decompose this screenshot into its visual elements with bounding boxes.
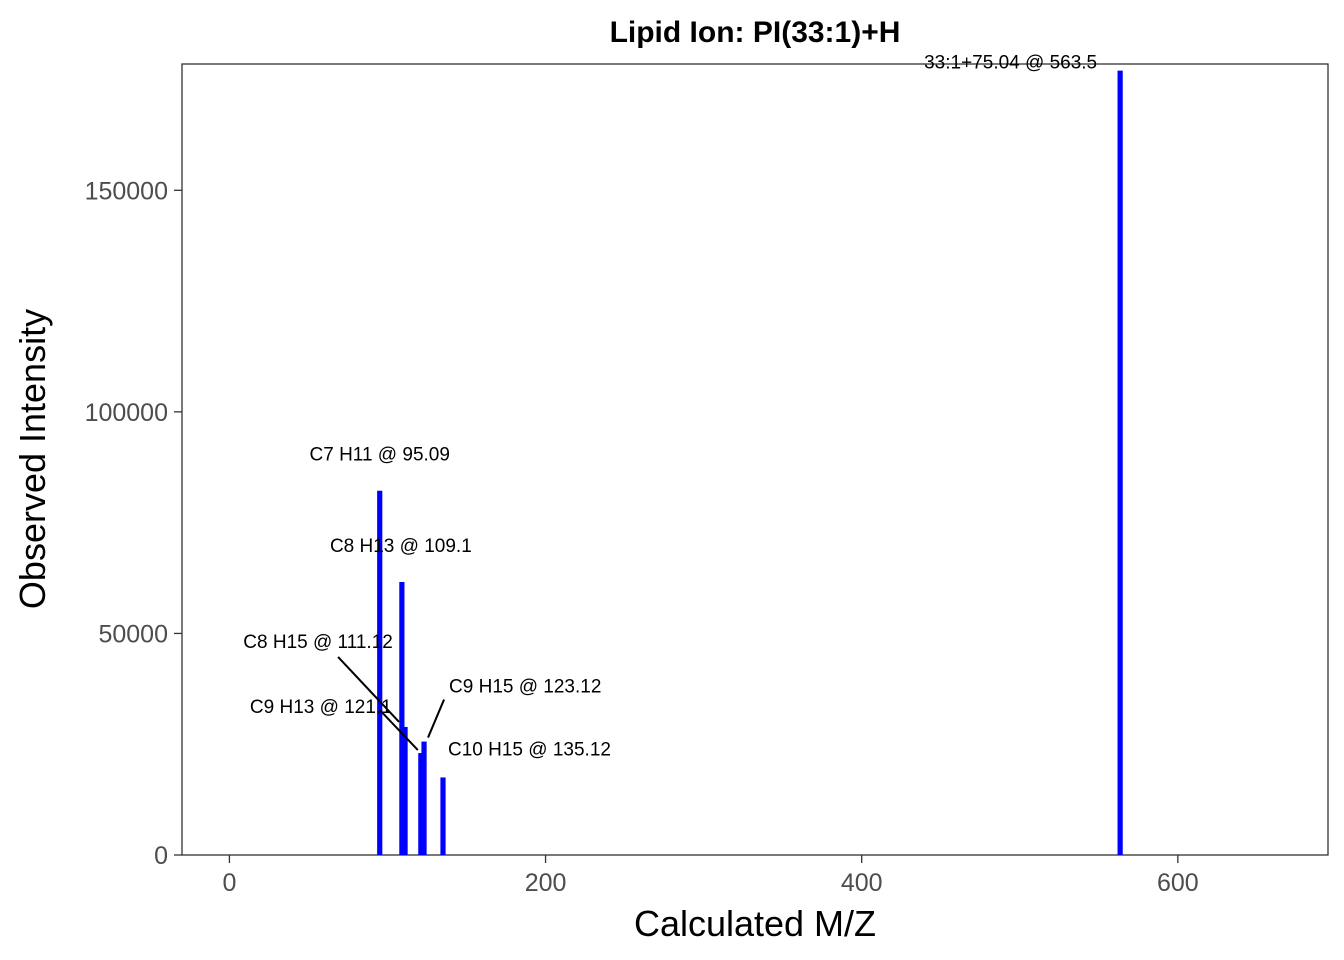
bar-3 [418,753,424,855]
y-axis: 0 50000 100000 150000 [85,177,182,870]
peak-label-4: C9 H15 @ 123.12 [449,677,601,698]
bar-5 [440,777,446,855]
bar-1 [399,582,405,855]
y-tick-label-2: 100000 [85,399,168,427]
leader-line-4 [427,699,445,738]
peak-label-2: C8 H15 @ 111.12 [243,632,393,653]
x-tick-label-2: 400 [841,869,883,897]
peak-label-0: C7 H11 @ 95.09 [310,445,450,466]
label-leader-lines [337,656,445,751]
peak-label-1: C8 H13 @ 109.1 [330,536,472,557]
leader-line-2 [337,656,400,723]
chart-title: Lipid Ion: PI(33:1)+H [610,16,901,49]
y-tick-label-1: 50000 [98,620,168,648]
bar-2 [402,726,408,855]
x-tick-label-3: 600 [1157,869,1199,897]
peak-label-5: C10 H15 @ 135.12 [448,739,611,760]
x-tick-label-0: 0 [222,869,236,897]
y-tick-label-0: 0 [154,842,168,870]
y-tick-label-3: 150000 [85,177,168,205]
bar-4 [421,741,427,855]
bar-6 [1117,70,1123,856]
x-axis-title: Calculated M/Z [634,903,876,944]
bar-0 [377,490,383,855]
peak-label-6: 33:1+75.04 @ 563.5 [924,53,1097,74]
y-axis-title: Observed Intensity [12,309,53,609]
x-axis: 0 200 400 600 [222,855,1199,897]
plot-panel-border [181,63,1329,856]
peak-label-3: C9 H13 @ 121.1 [250,697,392,718]
peak-labels-layer: C7 H11 @ 95.09 C8 H13 @ 109.1 C8 H15 @ 111… [243,53,1097,761]
leader-line-3 [379,709,419,751]
x-tick-label-1: 200 [525,869,567,897]
bars-layer [377,70,1123,856]
